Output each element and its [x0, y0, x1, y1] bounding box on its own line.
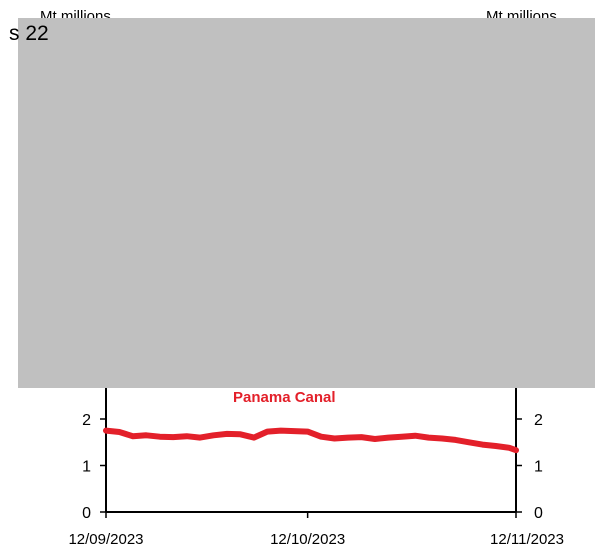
right-y-tick-label: 2 [534, 412, 543, 429]
right-y-tick-label: 0 [534, 505, 543, 522]
x-tick-label: 12/09/2023 [68, 531, 143, 548]
gray-overlay [18, 18, 595, 388]
left-y-tick-label: 0 [82, 505, 91, 522]
x-ticks: 12/09/2023 12/10/2023 12/11/2023 [68, 512, 564, 548]
right-y-tick-label: 1 [534, 459, 543, 476]
overlay-text: s 22 [9, 22, 49, 45]
left-y-ticks: 0 1 2 [82, 412, 106, 522]
right-y-ticks: 0 1 2 [516, 412, 543, 522]
series-label-panama-canal: Panama Canal [233, 389, 336, 406]
series-line-panama-canal [103, 427, 519, 454]
left-y-tick-label: 1 [82, 459, 91, 476]
left-y-tick-label: 2 [82, 412, 91, 429]
x-tick-label: 12/11/2023 [490, 531, 564, 548]
x-tick-label: 12/10/2023 [270, 531, 345, 548]
